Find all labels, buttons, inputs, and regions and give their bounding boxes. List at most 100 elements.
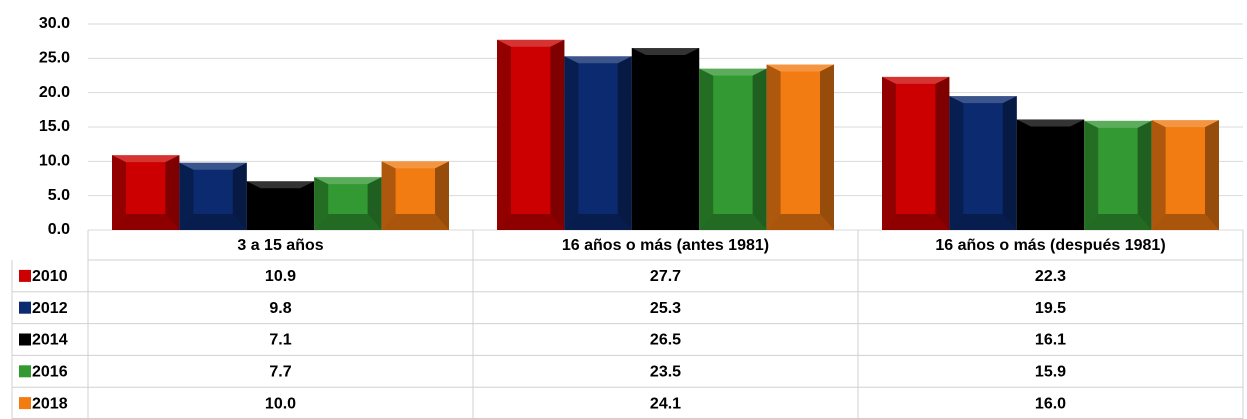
- data-label: 22.3: [1035, 268, 1066, 285]
- data-label: 9.8: [269, 300, 291, 317]
- bar-bevel: [314, 214, 382, 230]
- bar-bevel: [1002, 96, 1017, 230]
- x-tick-label: 16 años o más (antes 1981): [562, 237, 769, 254]
- y-tick-label: 30.0: [39, 15, 70, 32]
- bar-bevel: [165, 155, 180, 230]
- bar-bevel: [766, 64, 781, 230]
- bar-bevel: [564, 56, 579, 231]
- bar-bevel: [1016, 214, 1085, 230]
- bar-bevel: [179, 162, 247, 170]
- bar-bevel: [112, 155, 126, 230]
- bar-bevel: [246, 181, 261, 230]
- bar-bevel: [1151, 120, 1166, 230]
- bar: [699, 68, 767, 230]
- bar-bevel: [497, 39, 511, 230]
- bar-bevel: [617, 56, 632, 231]
- legend-label: 2010: [32, 268, 68, 285]
- bar: [314, 177, 382, 230]
- legend-label: 2018: [32, 395, 68, 412]
- bar: [1151, 120, 1219, 230]
- bar-bevel: [381, 161, 449, 169]
- bar-bevel: [367, 177, 382, 230]
- data-label: 10.0: [265, 395, 296, 412]
- data-label: 25.3: [650, 300, 681, 317]
- data-label: 27.7: [650, 268, 681, 285]
- bar-bevel: [564, 214, 632, 230]
- bar-bevel: [381, 161, 396, 230]
- bar: [564, 56, 632, 231]
- bar: [766, 64, 834, 230]
- x-tick-label: 3 a 15 años: [237, 237, 323, 254]
- bar-bevel: [949, 214, 1017, 230]
- legend-swatch: [19, 397, 31, 410]
- y-tick-label: 5.0: [48, 187, 70, 204]
- y-tick-label: 10.0: [39, 153, 70, 170]
- data-label: 24.1: [650, 395, 681, 412]
- legend-label: 2016: [32, 364, 68, 381]
- bar-bevel: [1070, 119, 1085, 230]
- bar-bevel: [935, 76, 950, 230]
- bar-bevel: [550, 39, 565, 230]
- bar: [381, 161, 449, 230]
- data-label: 16.1: [1035, 332, 1066, 349]
- data-label: 7.1: [269, 332, 291, 349]
- bar-bevel: [631, 214, 700, 230]
- bar: [631, 48, 700, 231]
- bar-bevel: [381, 214, 449, 230]
- bar-bevel: [435, 161, 449, 230]
- legend-swatch: [19, 333, 31, 346]
- bar-bevel: [1084, 214, 1152, 230]
- bar-bevel: [685, 48, 700, 231]
- bar: [112, 155, 180, 230]
- bar-bevel: [1084, 120, 1099, 230]
- bar-bevel: [699, 68, 714, 230]
- data-label: 19.5: [1035, 300, 1066, 317]
- legend-swatch: [19, 269, 31, 282]
- bar: [497, 39, 565, 230]
- bar-bevel: [1151, 120, 1219, 128]
- bar-bevel: [1205, 120, 1219, 230]
- bar-bevel: [564, 56, 632, 64]
- bar: [1084, 120, 1152, 230]
- bar-bevel: [699, 214, 767, 230]
- bar-bevel: [766, 214, 834, 230]
- bar-bevel: [112, 155, 180, 163]
- y-tick-label: 25.0: [39, 50, 70, 67]
- x-tick-label: 16 años o más (después 1981): [935, 237, 1165, 254]
- bar-bevel: [882, 76, 896, 230]
- bar: [179, 162, 247, 230]
- bar-bevel: [314, 177, 382, 185]
- data-label: 26.5: [650, 332, 681, 349]
- bar-bevel: [820, 64, 834, 230]
- bar-bevel: [1084, 120, 1152, 128]
- bar-bevel: [112, 214, 180, 230]
- bar: [882, 76, 950, 230]
- bar-bevel: [949, 96, 964, 230]
- bar: [1016, 119, 1085, 230]
- legend-label: 2012: [32, 300, 68, 317]
- bar-bevel: [1016, 119, 1031, 230]
- bar-bevel: [882, 214, 950, 230]
- bar-bevel: [497, 39, 565, 47]
- bar: [949, 96, 1017, 230]
- bar-bevel: [1151, 214, 1219, 230]
- data-label: 23.5: [650, 364, 681, 381]
- legend-swatch: [19, 301, 31, 314]
- bar-bevel: [766, 64, 834, 72]
- bar-bevel: [949, 96, 1017, 104]
- bar: [246, 181, 315, 230]
- y-tick-label: 20.0: [39, 84, 70, 101]
- y-tick-label: 0.0: [48, 221, 70, 238]
- legend-label: 2014: [32, 332, 68, 349]
- data-label: 16.0: [1035, 395, 1066, 412]
- bar-bevel: [631, 48, 646, 231]
- bar-bevel: [314, 177, 329, 230]
- bar-bevel: [179, 162, 194, 230]
- bar-bevel: [699, 68, 767, 76]
- bar-bevel: [1016, 119, 1085, 127]
- bar-bevel: [232, 162, 247, 230]
- bar-bevel: [246, 214, 315, 230]
- bar-bevel: [631, 48, 700, 56]
- legend-swatch: [19, 365, 31, 378]
- data-label: 15.9: [1035, 364, 1066, 381]
